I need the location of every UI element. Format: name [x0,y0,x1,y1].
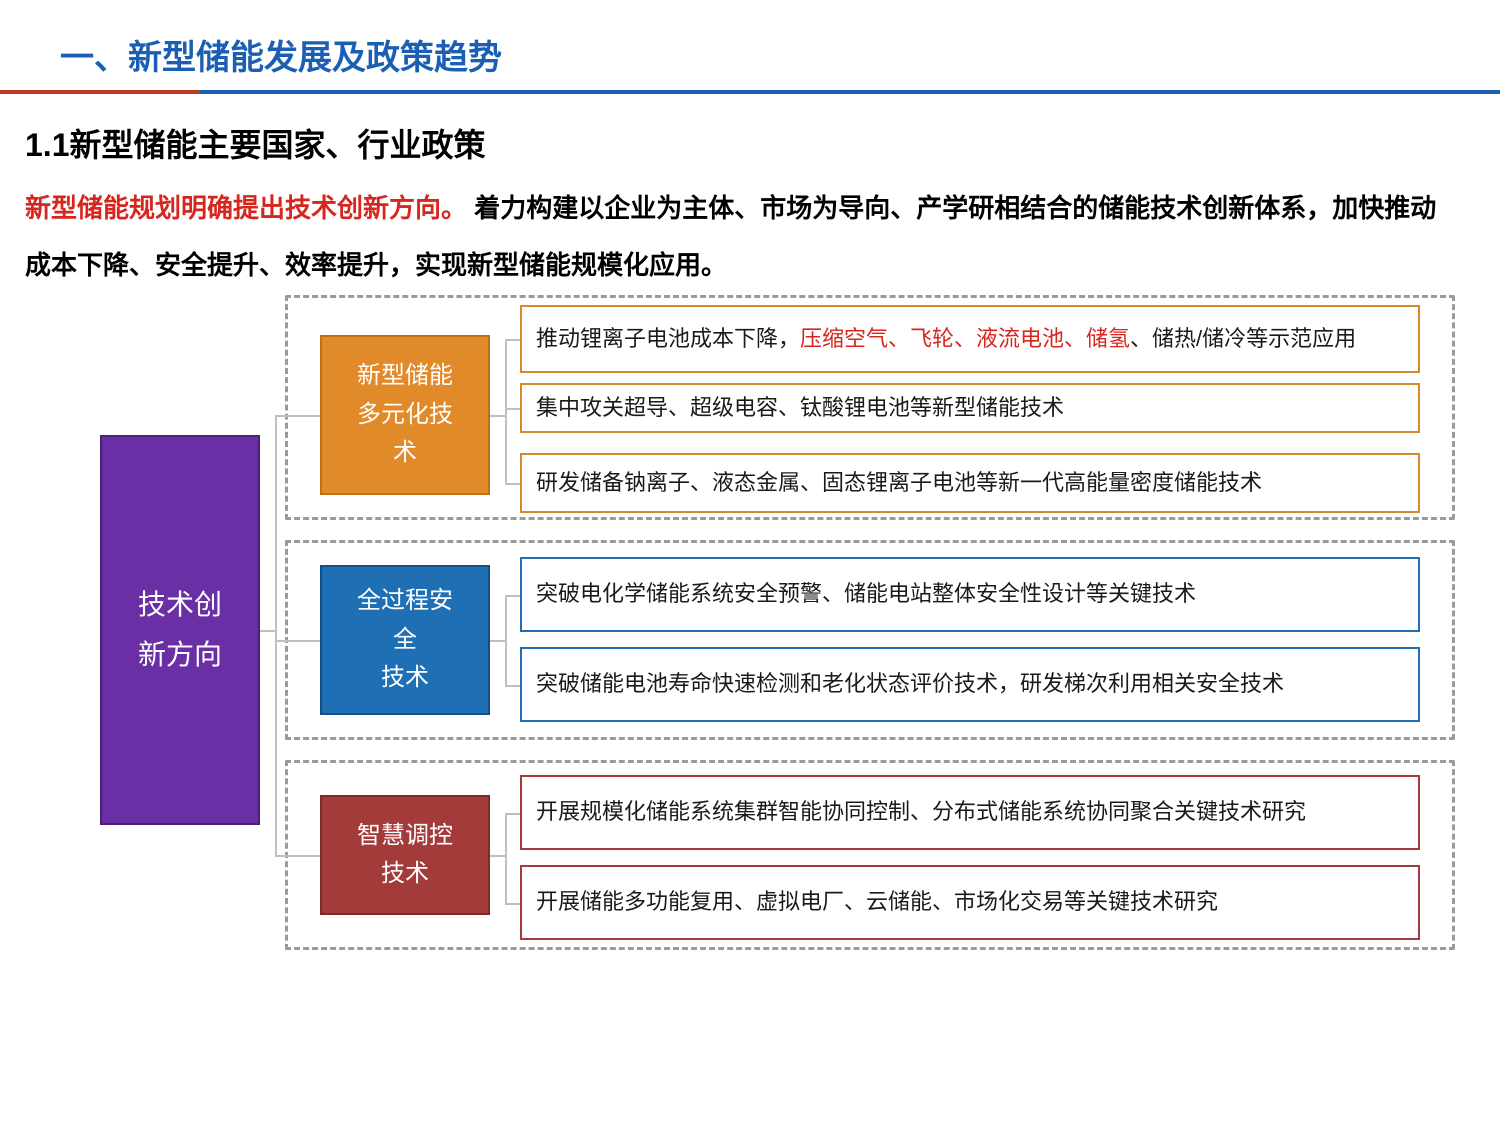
connector [275,415,277,855]
connector [275,415,320,417]
connector [505,483,520,485]
item-box: 研发储备钠离子、液态金属、固态锂离子电池等新一代高能量密度储能技术 [520,453,1420,513]
page-title: 一、新型储能发展及政策趋势 [60,30,502,79]
item-text: 、储热/储冷等示范应用 [1130,326,1356,351]
connector [275,640,320,642]
connector [490,640,505,642]
item-box: 集中攻关超导、超级电容、钛酸锂电池等新型储能技术 [520,383,1420,433]
header-rule-blue [200,90,1500,94]
item-text: 开展储能多功能复用、虚拟电厂、云储能、市场化交易等关键技术研究 [536,889,1218,914]
connector [275,855,320,857]
category-label: 新型储能 [357,357,453,395]
category-label: 技术 [381,855,429,893]
root-line1: 技术创 [138,580,222,630]
header-rule [0,90,1500,94]
item-text: 突破储能电池寿命快速检测和老化状态评价技术，研发梯次利用相关安全技术 [536,671,1284,696]
tree-root: 技术创 新方向 [100,435,260,825]
category-label: 全过程安 [357,582,453,620]
header-rule-red [0,90,200,94]
connector [505,339,507,483]
connector [505,903,520,905]
connector [505,685,520,687]
item-text: 集中攻关超导、超级电容、钛酸锂电池等新型储能技术 [536,395,1064,420]
root-line2: 新方向 [138,630,222,680]
category-label: 全 [393,621,417,659]
connector [505,595,507,685]
tree-diagram: 技术创 新方向 新型储能多元化技术推动锂离子电池成本下降，压缩空气、飞轮、液流电… [20,295,1460,1075]
category-box-1: 新型储能多元化技术 [320,335,490,495]
item-box: 突破储能电池寿命快速检测和老化状态评价技术，研发梯次利用相关安全技术 [520,647,1420,722]
section-paragraph: 新型储能规划明确提出技术创新方向。 着力构建以企业为主体、市场为导向、产学研相结… [25,180,1460,294]
category-label: 术 [393,434,417,472]
connector [490,415,505,417]
connector [505,408,520,410]
category-box-3: 智慧调控技术 [320,795,490,915]
connector [505,339,520,341]
connector [505,813,520,815]
item-text: 开展规模化储能系统集群智能协同控制、分布式储能系统协同聚合关键技术研究 [536,799,1306,824]
item-text: 突破电化学储能系统安全预警、储能电站整体安全性设计等关键技术 [536,581,1196,606]
item-box: 开展储能多功能复用、虚拟电厂、云储能、市场化交易等关键技术研究 [520,865,1420,940]
item-box: 推动锂离子电池成本下降，压缩空气、飞轮、液流电池、储氢、储热/储冷等示范应用 [520,305,1420,373]
connector [505,595,520,597]
item-box: 突破电化学储能系统安全预警、储能电站整体安全性设计等关键技术 [520,557,1420,632]
connector [505,813,507,903]
connector [490,855,505,857]
section-heading: 1.1新型储能主要国家、行业政策 [25,120,486,166]
category-label: 多元化技 [357,396,453,434]
category-label: 智慧调控 [357,817,453,855]
category-box-2: 全过程安全技术 [320,565,490,715]
connector [260,630,275,632]
item-text-highlight: 压缩空气、飞轮、液流电池、储氢 [800,326,1130,351]
category-label: 技术 [381,659,429,697]
item-text: 推动锂离子电池成本下降， [536,326,800,351]
lead-highlight: 新型储能规划明确提出技术创新方向。 [25,193,474,223]
item-text: 研发储备钠离子、液态金属、固态锂离子电池等新一代高能量密度储能技术 [536,470,1262,495]
item-box: 开展规模化储能系统集群智能协同控制、分布式储能系统协同聚合关键技术研究 [520,775,1420,850]
